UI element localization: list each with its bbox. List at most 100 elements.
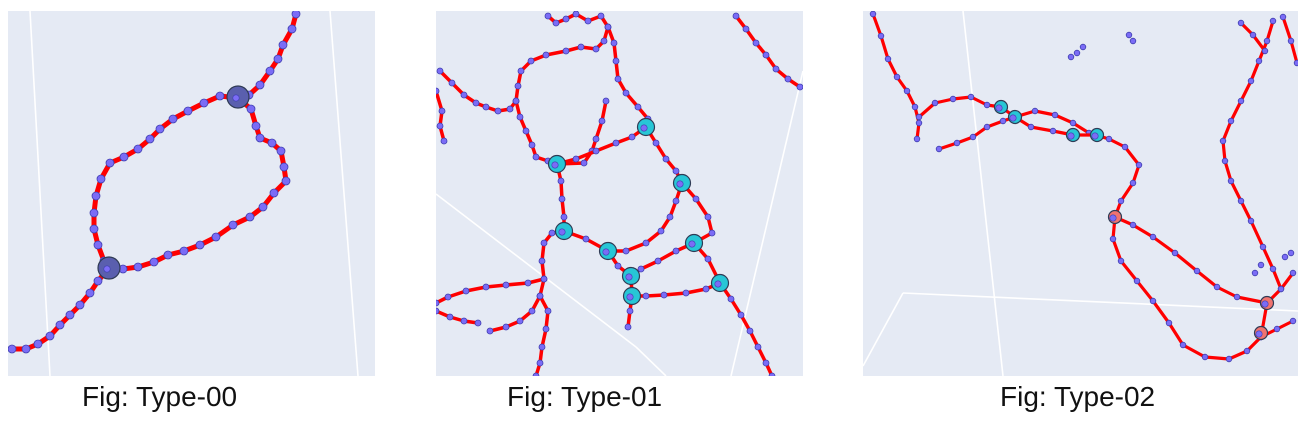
graph-node xyxy=(634,103,642,111)
graph-node xyxy=(672,167,680,175)
graph-node xyxy=(89,224,99,234)
graph-node xyxy=(1287,37,1295,45)
graph-node xyxy=(610,39,618,47)
graph-node xyxy=(486,327,494,335)
graph-node xyxy=(1149,297,1157,305)
graph-node xyxy=(1201,353,1209,361)
graph-node xyxy=(592,147,600,155)
graph-node xyxy=(672,197,680,205)
graph-node xyxy=(75,300,85,310)
graph-node xyxy=(1117,257,1125,265)
graph-node xyxy=(612,139,620,147)
graph-node xyxy=(273,54,283,64)
graph-node xyxy=(666,213,674,221)
graph-node xyxy=(983,123,991,131)
graph-node xyxy=(544,307,552,315)
graph-edge xyxy=(680,181,714,245)
graph-node xyxy=(93,276,103,286)
graph-node xyxy=(269,188,279,198)
graph-node xyxy=(614,75,622,83)
graph-node xyxy=(558,228,566,236)
graph-node xyxy=(1213,283,1221,291)
graph-node xyxy=(1109,235,1117,243)
graph-node xyxy=(1227,177,1235,185)
graph-node xyxy=(1261,300,1269,308)
graph-node xyxy=(602,97,610,105)
graph-node xyxy=(622,89,630,97)
graph-edge xyxy=(1221,19,1283,291)
graph-node xyxy=(179,246,189,256)
graph-node xyxy=(702,285,710,293)
graph-node xyxy=(592,135,600,143)
graph-node xyxy=(737,311,745,319)
graph-node xyxy=(155,124,165,134)
graph-node xyxy=(65,310,75,320)
graph-node xyxy=(1251,269,1259,277)
graph-node xyxy=(528,307,536,315)
graph-node xyxy=(544,12,552,20)
graph-node xyxy=(672,247,680,255)
graph-node xyxy=(516,317,524,325)
graph-node xyxy=(1171,249,1179,257)
grid-line xyxy=(329,11,359,376)
figure-panel-type-01 xyxy=(436,11,803,376)
graph-node xyxy=(560,213,568,221)
graph-node xyxy=(96,174,106,184)
graph-node xyxy=(1293,59,1298,67)
graph-node xyxy=(1237,97,1245,105)
graph-node xyxy=(524,279,532,287)
graph-node xyxy=(506,105,514,113)
graph-node xyxy=(119,152,129,162)
graph-node xyxy=(640,124,648,132)
graph-node xyxy=(446,313,454,321)
graph-node xyxy=(512,97,520,105)
graph-node xyxy=(1091,132,1099,140)
graph-node xyxy=(105,158,115,168)
graph-node xyxy=(796,83,803,91)
graph-plot-type-01 xyxy=(436,11,803,376)
graph-node xyxy=(869,11,877,18)
grid-line xyxy=(29,11,51,376)
graph-node xyxy=(538,257,546,265)
graph-node xyxy=(1105,135,1113,143)
graph-node xyxy=(536,359,544,367)
graph-node xyxy=(1263,37,1271,45)
graph-node xyxy=(1243,347,1251,355)
graph-node xyxy=(935,145,943,153)
graph-node xyxy=(548,229,556,237)
graph-node xyxy=(1287,249,1295,257)
graph-node xyxy=(183,106,193,116)
graph-node xyxy=(597,12,605,20)
graph-node xyxy=(999,117,1007,125)
graph-node xyxy=(1121,143,1129,151)
grid-line xyxy=(730,70,803,376)
graph-node xyxy=(448,79,456,87)
graph-node xyxy=(278,40,288,50)
graph-node xyxy=(602,248,610,256)
graph-node xyxy=(103,265,111,273)
graph-node xyxy=(540,239,548,247)
graph-node xyxy=(1247,77,1255,85)
graph-node xyxy=(255,80,265,90)
graph-node xyxy=(1135,161,1143,169)
graph-node xyxy=(1237,19,1245,27)
grid-line xyxy=(635,346,667,376)
graph-node xyxy=(1067,53,1075,61)
graph-node xyxy=(532,153,540,161)
graph-node xyxy=(558,195,566,203)
graph-node xyxy=(276,146,286,156)
graph-node xyxy=(552,19,560,27)
graph-node xyxy=(1225,355,1233,363)
graph-node xyxy=(538,343,546,351)
grid-line xyxy=(863,292,904,367)
graph-node xyxy=(532,372,540,376)
graph-edge xyxy=(9,265,112,352)
graph-node xyxy=(626,293,634,301)
figure-caption-type-00: Fig: Type-00 xyxy=(82,381,238,412)
graph-node xyxy=(746,327,754,335)
grid-line xyxy=(436,193,637,348)
graph-node xyxy=(580,159,588,167)
graph-node xyxy=(255,133,265,143)
grid-line xyxy=(962,11,1004,376)
graph-edge xyxy=(488,229,566,333)
